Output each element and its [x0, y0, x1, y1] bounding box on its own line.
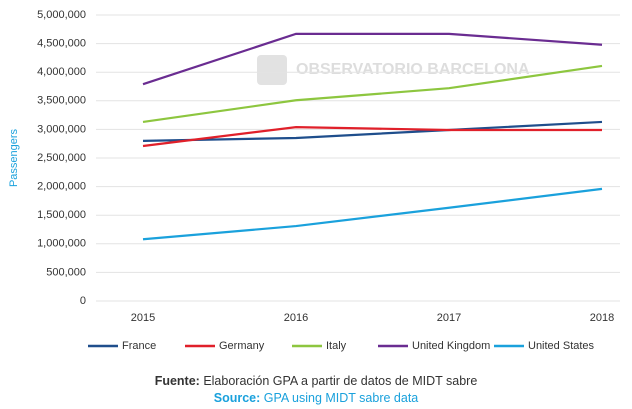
y-tick-label: 2,500,000: [37, 152, 86, 164]
footnote-source: Source: GPA using MIDT sabre data: [214, 391, 419, 405]
legend-label: Italy: [326, 340, 347, 352]
watermark-icon: [257, 55, 287, 85]
watermark-text: OBSERVATORIO BARCELONA: [296, 61, 530, 78]
legend-label: France: [122, 340, 156, 352]
y-tick-label: 3,000,000: [37, 123, 86, 135]
x-tick-label: 2017: [437, 312, 461, 324]
series-line: [142, 187, 603, 241]
fuente-label: Fuente:: [155, 374, 200, 388]
y-tick-label: 0: [80, 295, 86, 307]
legend-label: United States: [528, 340, 595, 352]
source-label: Source:: [214, 391, 261, 405]
y-axis-label: Passengers: [8, 128, 20, 187]
y-tick-label: 1,500,000: [37, 209, 86, 221]
series-line: [142, 32, 603, 86]
y-tick-label: 500,000: [46, 266, 86, 278]
series-line: [142, 120, 603, 142]
legend-label: Germany: [219, 340, 265, 352]
y-tick-label: 1,000,000: [37, 238, 86, 250]
x-tick-label: 2016: [284, 312, 308, 324]
y-tick-label: 3,500,000: [37, 95, 86, 107]
x-tick-label: 2018: [590, 312, 614, 324]
y-tick-label: 4,500,000: [37, 38, 86, 50]
source-text: GPA using MIDT sabre data: [264, 391, 419, 405]
y-tick-label: 5,000,000: [37, 9, 86, 21]
x-tick-label: 2015: [131, 312, 155, 324]
footnote-fuente: Fuente: Elaboración GPA a partir de dato…: [155, 374, 478, 388]
series-line: [142, 64, 603, 124]
legend-label: United Kingdom: [412, 340, 490, 352]
series-line: [142, 126, 602, 148]
y-tick-label: 2,000,000: [37, 181, 86, 193]
watermark: OBSERVATORIO BARCELONA: [257, 55, 530, 85]
fuente-text: Elaboración GPA a partir de datos de MID…: [203, 374, 477, 388]
y-tick-label: 4,000,000: [37, 66, 86, 78]
